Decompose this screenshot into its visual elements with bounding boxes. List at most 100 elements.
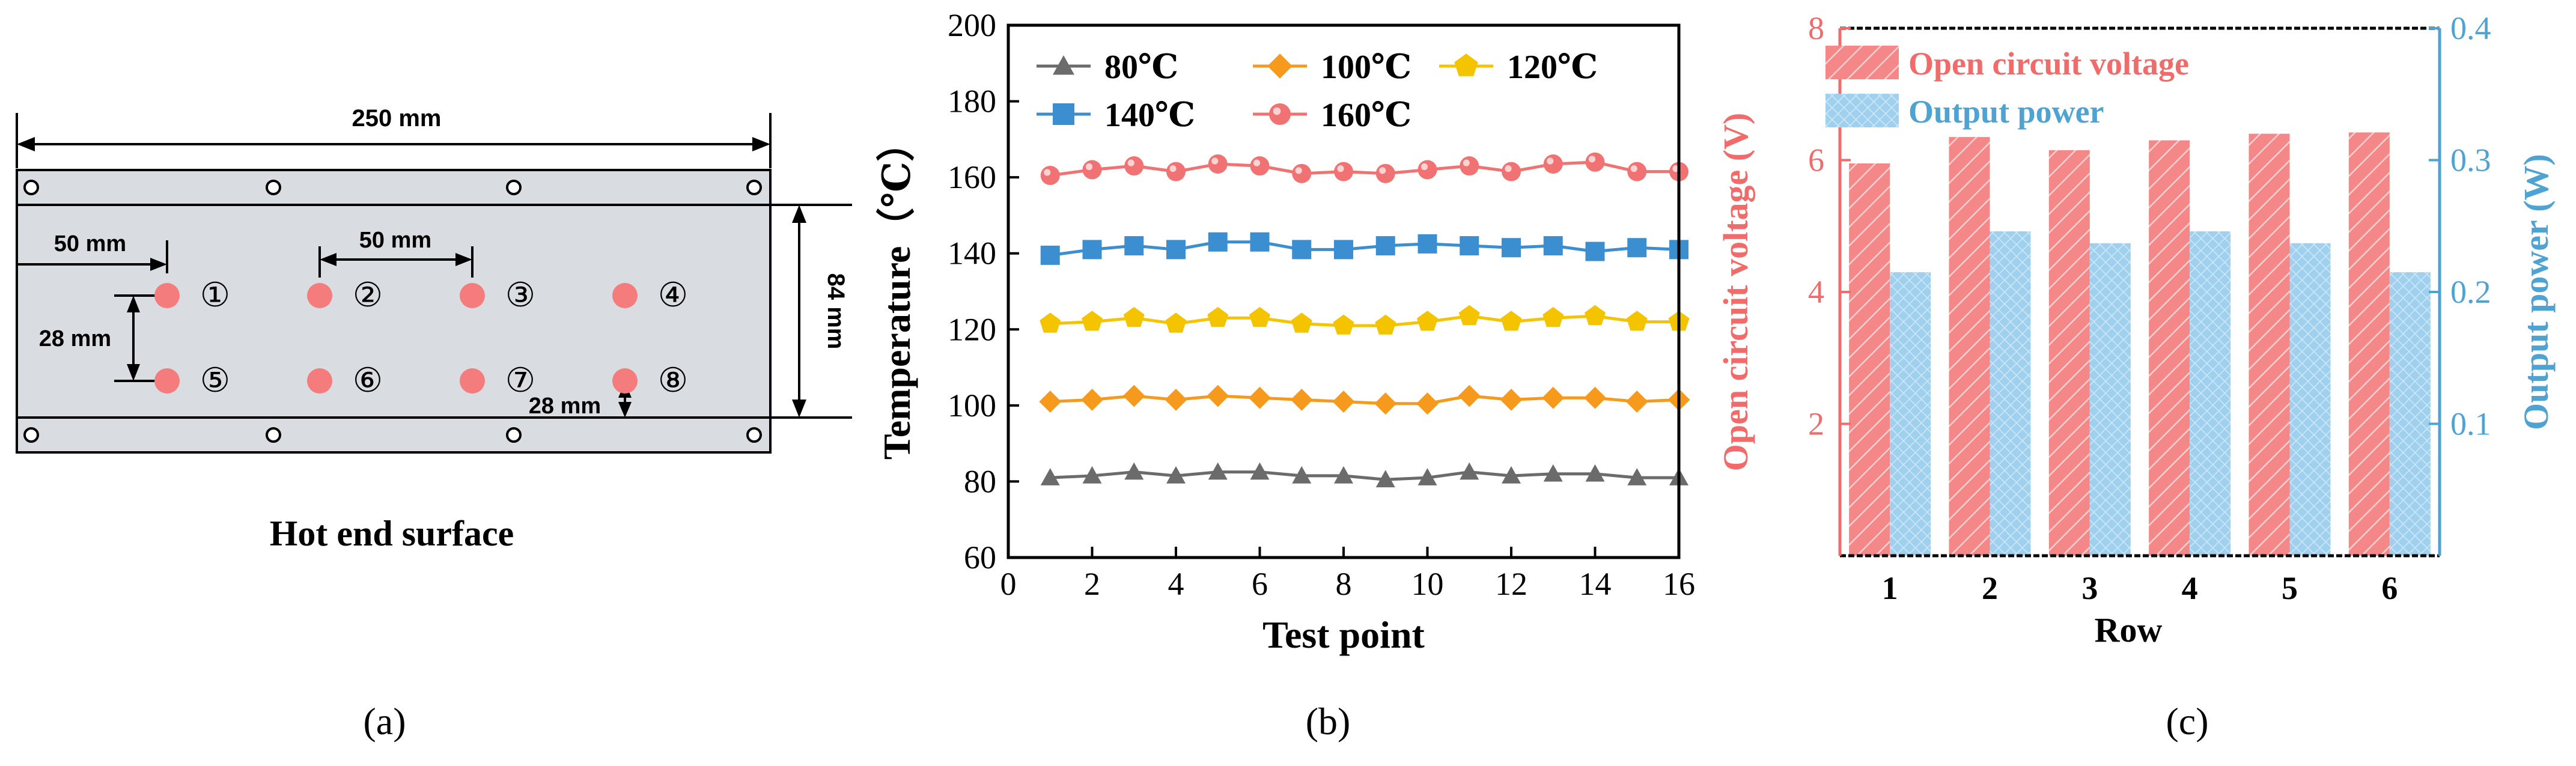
b-marker-square: [1082, 240, 1102, 260]
marker-highlight: [1630, 165, 1637, 172]
b-marker-triangle: [1543, 464, 1563, 482]
c-bar-voltage: [2348, 132, 2390, 556]
c-x-tick-label: 5: [2282, 570, 2298, 606]
arrow-up-icon: [127, 296, 140, 312]
b-y-tick-label: 140: [948, 236, 996, 272]
test-point-dot: [154, 283, 180, 308]
c-y-tick-label-left: 6: [1808, 142, 1824, 178]
b-plot-frame: [1006, 23, 1681, 559]
b-marker-pentagon: [1165, 312, 1187, 333]
c-bar-voltage: [2149, 140, 2190, 556]
arrow-up-icon: [792, 205, 806, 223]
b-marker-pentagon: [1626, 311, 1648, 331]
b-y-tick-label: 200: [948, 7, 996, 43]
b-marker-pentagon: [1585, 305, 1606, 325]
test-point-dot: [307, 283, 332, 308]
dim-height-label: 84 mm: [823, 273, 849, 350]
b-marker-square: [1292, 240, 1312, 260]
test-point-label: ⑤: [200, 362, 230, 400]
c-bar-voltage: [2048, 150, 2090, 556]
b-marker-triangle: [1627, 468, 1647, 485]
b-marker-square: [1543, 236, 1563, 256]
b-marker-circle: [1543, 154, 1563, 174]
b-marker-circle: [1292, 163, 1312, 183]
b-marker-diamond: [1584, 386, 1606, 409]
marker-highlight: [1169, 165, 1177, 172]
b-marker-circle: [1627, 162, 1647, 181]
test-point-label: ④: [658, 277, 688, 314]
arrow-down-icon: [127, 364, 140, 381]
b-marker-pentagon: [1291, 312, 1312, 333]
c-bar-voltage: [1949, 137, 1990, 556]
arrow-left-icon: [17, 137, 35, 151]
marker-highlight: [1044, 169, 1051, 176]
b-legend-label: 100℃: [1321, 49, 1411, 86]
b-legend-label: 160℃: [1321, 97, 1411, 134]
c-axes: 2 4 6 8 0.1 0.2 0.3 0.4: [1808, 10, 2491, 558]
plate-top-strip: [16, 169, 772, 206]
b-marker-diamond: [1290, 388, 1313, 411]
b-legend-label: 140℃: [1104, 97, 1195, 134]
b-series-line: [1050, 394, 1679, 406]
test-point-dot: [154, 368, 180, 394]
arrow-left-icon: [320, 253, 336, 266]
b-x-axis-label: Test point: [1262, 613, 1425, 656]
c-y-tick-label-right: 0.3: [2450, 142, 2491, 178]
test-point-label: ⑧: [658, 362, 688, 400]
c-x-tick-label: 2: [1982, 570, 1998, 606]
b-marker-diamond: [1458, 385, 1481, 407]
b-series-line: [1050, 240, 1679, 257]
test-point-dot: [460, 283, 485, 308]
c-x-tick-label: 4: [2182, 570, 2198, 606]
b-marker-triangle: [1250, 462, 1270, 480]
marker-highlight: [1547, 157, 1554, 165]
b-marker-circle: [1334, 162, 1353, 181]
b-marker-triangle: [1292, 466, 1312, 484]
c-bar-power: [2089, 243, 2131, 556]
b-marker-diamond: [1165, 388, 1187, 411]
c-x-tick-label: 1: [1882, 570, 1898, 606]
c-legend: Open circuit voltage Output power: [1825, 46, 2189, 130]
b-y-tick-label: 100: [948, 388, 996, 424]
b-marker-pentagon: [1417, 311, 1438, 331]
b-marker-diamond: [1207, 385, 1229, 407]
b-marker-pentagon: [1123, 306, 1145, 327]
b-legend-label: 80℃: [1104, 49, 1178, 86]
b-marker-triangle: [1375, 470, 1395, 488]
c-y-tick-label-left: 4: [1808, 274, 1824, 310]
b-marker-circle: [1269, 103, 1291, 125]
b-marker-pentagon: [1458, 305, 1480, 325]
b-marker-diamond: [1332, 391, 1355, 413]
b-legend-label: 120℃: [1507, 49, 1598, 86]
arrow-right-icon: [455, 253, 472, 266]
b-marker-diamond: [1542, 386, 1565, 409]
b-marker-diamond: [1374, 392, 1397, 415]
arrow-down-icon: [618, 402, 632, 418]
c-legend-label-voltage: Open circuit voltage: [1908, 46, 2189, 82]
b-marker-circle: [1166, 162, 1186, 181]
bolt-hole: [506, 180, 522, 195]
b-marker-circle: [1124, 156, 1144, 176]
b-marker-square: [1460, 236, 1479, 256]
bolt-hole: [23, 427, 39, 443]
b-marker-triangle: [1053, 55, 1074, 75]
marker-highlight: [1085, 163, 1093, 171]
b-marker-circle: [1417, 160, 1437, 180]
b-y-tick-label: 60: [964, 540, 996, 576]
c-bar-power: [2190, 231, 2231, 556]
b-marker-square: [1585, 242, 1605, 261]
b-marker-square: [1334, 240, 1353, 260]
b-x-tick-label: 10: [1411, 566, 1444, 602]
b-marker-diamond: [1122, 385, 1145, 407]
c-y-axis-label-right: Output power (W): [2517, 154, 2556, 430]
marker-highlight: [1420, 163, 1428, 171]
b-marker-pentagon: [1500, 311, 1522, 331]
c-y-tick-label-right: 0.1: [2450, 406, 2491, 442]
b-marker-square: [1166, 240, 1186, 260]
marker-highlight: [1253, 159, 1261, 166]
arrow-right-icon: [150, 258, 167, 271]
b-marker-diamond: [1416, 392, 1439, 415]
panel-b: 0 2 4 6 8 10 12 14 16 60 80 100 120 140 160 180 200 80℃ 1…: [875, 7, 1695, 743]
b-marker-square: [1375, 236, 1395, 256]
test-points: ① ② ③ ④ ⑤ ⑥ ⑦ ⑧: [154, 277, 688, 400]
